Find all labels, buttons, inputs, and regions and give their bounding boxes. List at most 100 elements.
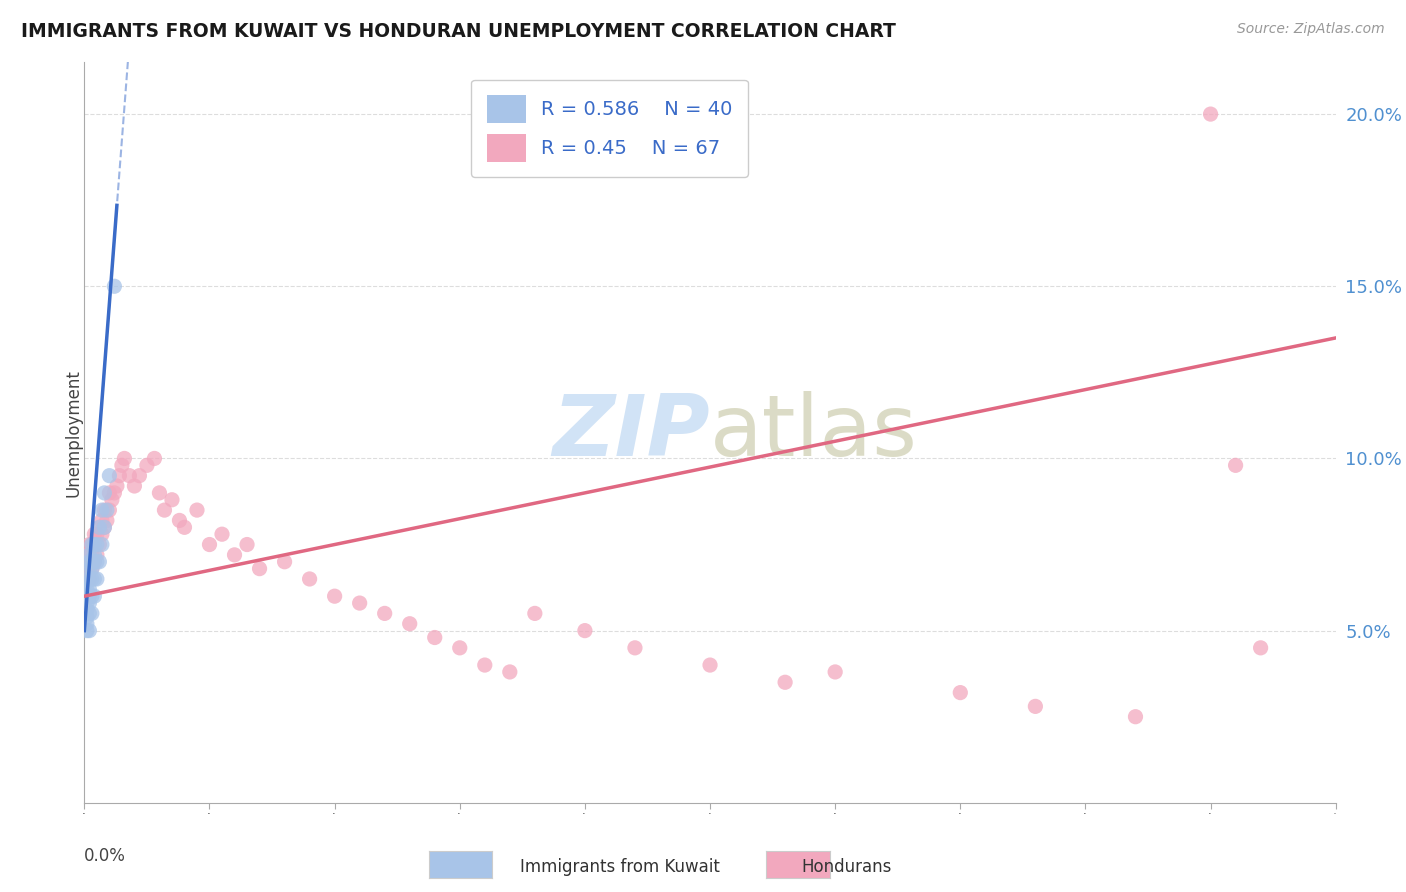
Point (90, 513, 112, 527)
Point (423, 631, 446, 645)
Point (108, 468, 131, 483)
Point (624, 640, 647, 655)
Point (449, 640, 471, 655)
Point (89, 555, 111, 569)
Point (143, 451, 166, 466)
Point (349, 596, 371, 610)
Point (773, 675, 796, 690)
Point (79, 555, 101, 569)
Point (83, 537, 105, 551)
Point (76, 561, 98, 575)
Point (76, 555, 98, 569)
Point (128, 468, 150, 483)
Point (824, 665, 846, 679)
Point (98, 503, 121, 517)
Point (80, 561, 103, 575)
Point (224, 548, 246, 562)
Text: atlas: atlas (710, 391, 918, 475)
Point (211, 527, 233, 541)
Point (86, 537, 108, 551)
Point (273, 555, 295, 569)
Point (374, 607, 396, 621)
Point (83, 555, 105, 569)
Point (186, 503, 208, 517)
Point (89, 537, 111, 551)
Point (93, 486, 115, 500)
Point (699, 658, 721, 673)
Point (83, 527, 105, 541)
Point (98, 486, 121, 500)
Point (1125, 709, 1147, 723)
Point (499, 665, 522, 679)
Point (76, 603, 98, 617)
Point (1250, 640, 1272, 655)
Point (80, 548, 103, 562)
Point (76, 624, 98, 638)
Point (101, 492, 124, 507)
Text: ZIP: ZIP (553, 391, 710, 475)
Point (249, 561, 271, 575)
Point (173, 520, 195, 534)
Point (76, 548, 98, 562)
Point (79, 624, 101, 638)
Point (86, 572, 108, 586)
Point (79, 572, 101, 586)
Point (98, 468, 121, 483)
Point (103, 279, 125, 293)
Point (90, 537, 112, 551)
Point (153, 503, 176, 517)
Point (76, 616, 98, 631)
Point (86, 555, 108, 569)
Point (298, 572, 321, 586)
Point (111, 458, 134, 473)
Point (574, 624, 596, 638)
Point (398, 616, 420, 631)
Point (86, 548, 108, 562)
Point (949, 685, 972, 699)
Point (1225, 458, 1247, 473)
Point (86, 527, 108, 541)
Point (136, 458, 159, 473)
Point (105, 479, 128, 493)
Point (198, 537, 221, 551)
Point (83, 555, 105, 569)
Point (76, 589, 98, 603)
Point (79, 582, 101, 597)
Point (83, 572, 105, 586)
Point (236, 537, 259, 551)
Point (79, 589, 101, 603)
Point (79, 537, 101, 551)
Point (79, 555, 101, 569)
Point (124, 479, 146, 493)
Text: Immigrants from Kuwait: Immigrants from Kuwait (520, 858, 720, 876)
Point (83, 548, 105, 562)
Point (80, 537, 103, 551)
Point (80, 537, 103, 551)
Point (80, 572, 103, 586)
Text: IMMIGRANTS FROM KUWAIT VS HONDURAN UNEMPLOYMENT CORRELATION CHART: IMMIGRANTS FROM KUWAIT VS HONDURAN UNEMP… (21, 22, 896, 41)
Point (79, 572, 101, 586)
Point (79, 596, 101, 610)
Text: Source: ZipAtlas.com: Source: ZipAtlas.com (1237, 22, 1385, 37)
Point (80, 561, 103, 575)
Point (89, 520, 111, 534)
Point (1024, 699, 1046, 714)
Legend: R = 0.586    N = 40, R = 0.45    N = 67: R = 0.586 N = 40, R = 0.45 N = 67 (471, 79, 748, 178)
Point (160, 492, 183, 507)
Point (90, 503, 112, 517)
Point (90, 527, 112, 541)
Point (80, 589, 103, 603)
Point (76, 610, 98, 624)
Point (93, 520, 115, 534)
Point (76, 575, 98, 590)
Point (79, 548, 101, 562)
Point (323, 589, 346, 603)
Point (96, 503, 118, 517)
Point (83, 589, 105, 603)
Text: Hondurans: Hondurans (801, 858, 891, 876)
Point (76, 582, 98, 597)
Point (148, 486, 170, 500)
Point (89, 520, 111, 534)
Point (96, 513, 118, 527)
Point (112, 451, 135, 466)
